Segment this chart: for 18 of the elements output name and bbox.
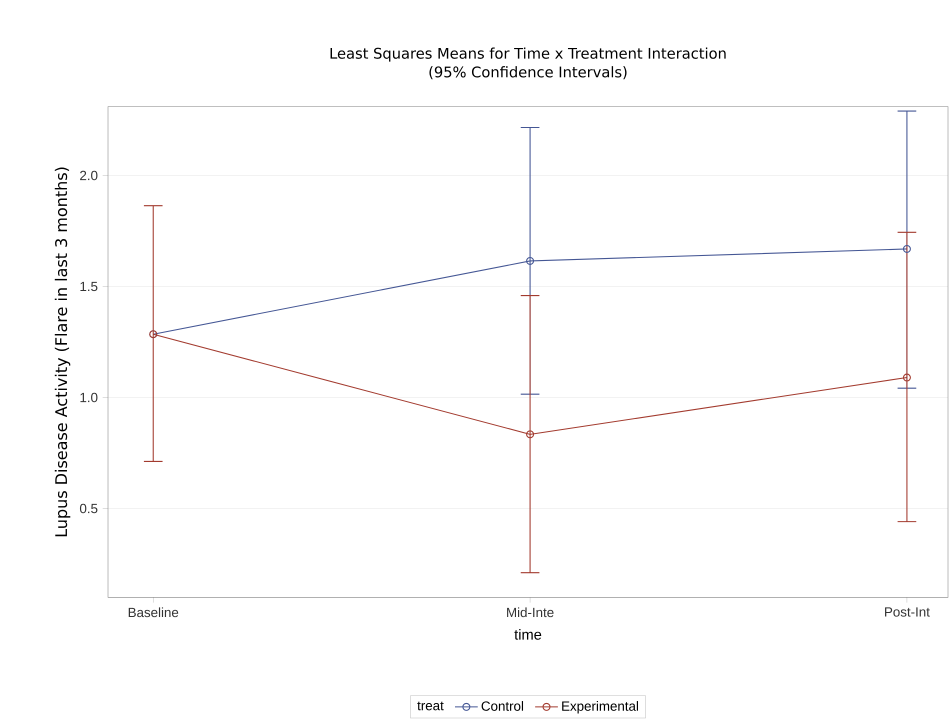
x-tick-label: Mid-Inte	[507, 607, 554, 618]
x-tick-label: Post-Int	[885, 607, 930, 617]
y-tick-label: 0.5	[80, 504, 98, 514]
legend-title: treat	[417, 702, 444, 710]
point	[526, 256, 534, 265]
y-tick-label: 2.0	[80, 170, 98, 180]
legend-label: Control	[482, 701, 524, 711]
chart-subtitle: (95% Confidence Intervals)	[429, 66, 627, 80]
y-tick-label: 1.5	[80, 282, 98, 292]
x-axis-title: time	[514, 628, 542, 640]
y-axis-title: Lupus Disease Activity (Flare in last 3 months)	[54, 168, 70, 536]
point	[526, 430, 534, 438]
point	[902, 374, 911, 382]
x-tick-label: Baseline	[128, 607, 178, 618]
legend-label: Experimental	[562, 701, 638, 714]
chart-title: Least Squares Means for Time x Treatment Interaction	[330, 47, 726, 62]
y-tick-label: 1.0	[80, 392, 98, 402]
point	[902, 244, 911, 253]
